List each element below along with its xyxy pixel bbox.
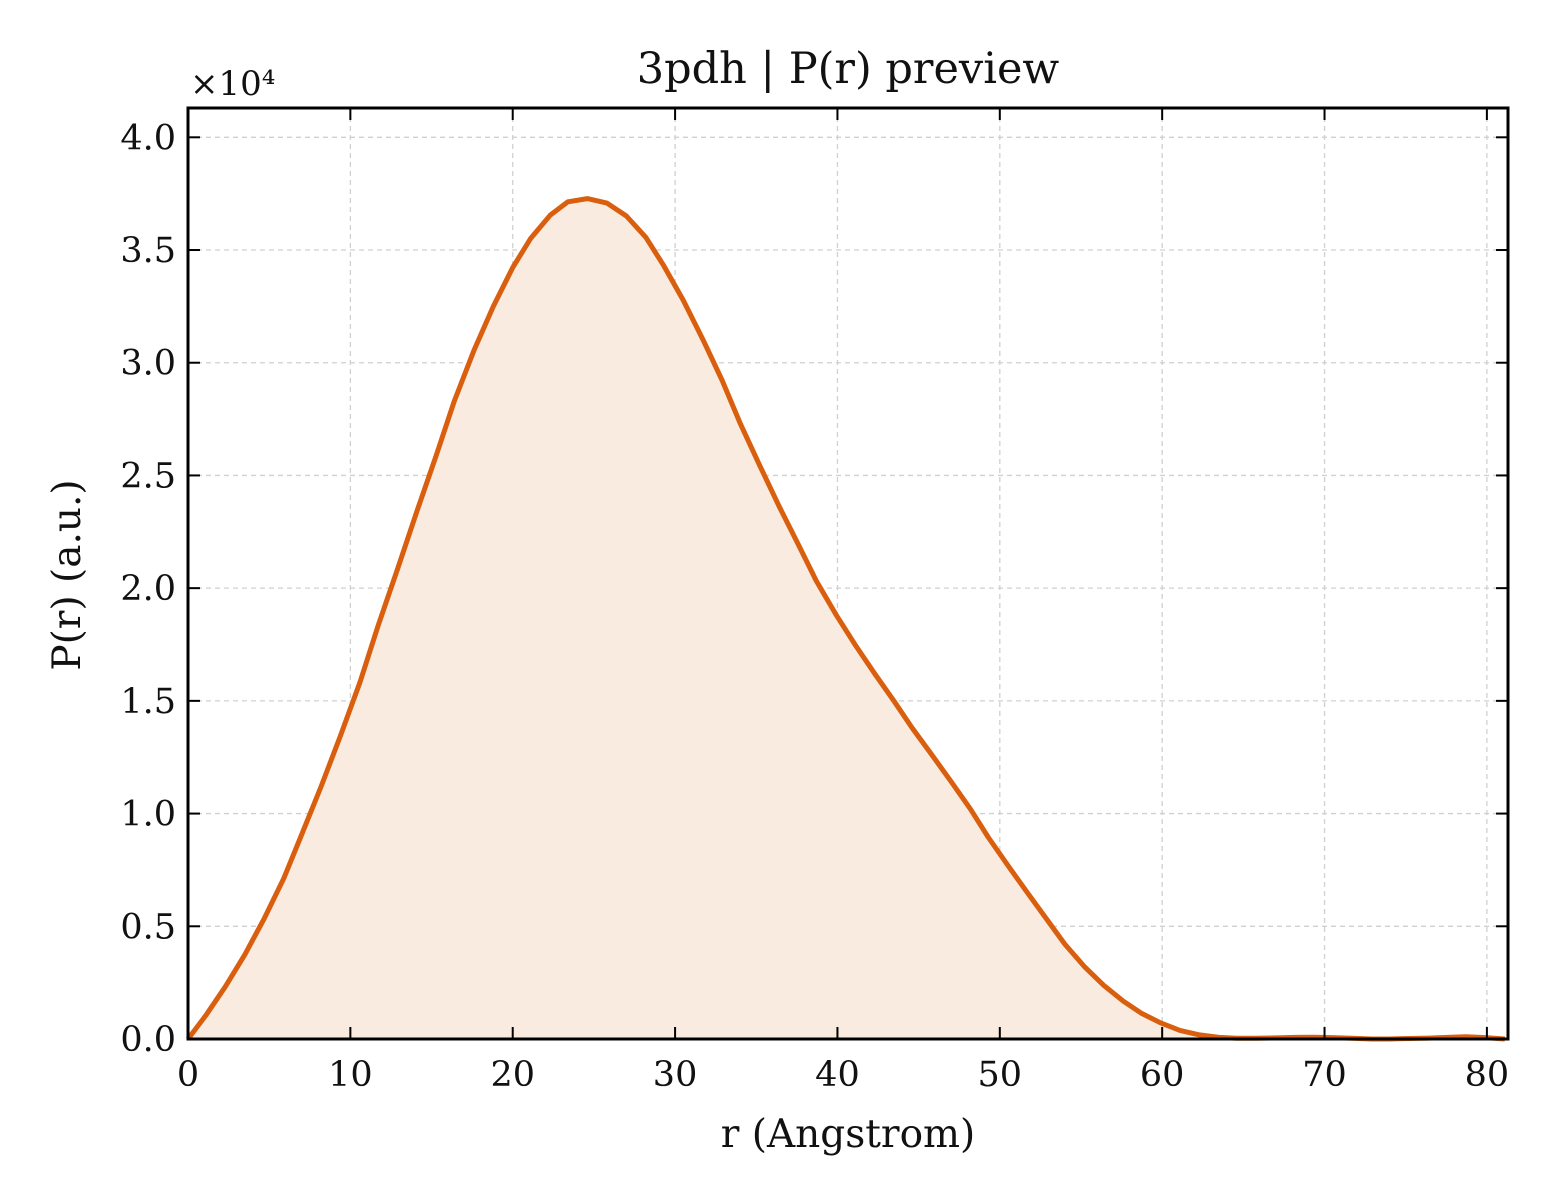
- chart-title: 3pdh | P(r) preview: [637, 44, 1060, 94]
- y-tick-label: 1.5: [120, 682, 176, 722]
- area-fill: [188, 198, 1505, 1040]
- x-tick-label: 40: [815, 1055, 860, 1095]
- y-tick-label: 0.5: [120, 907, 176, 947]
- y-tick-label: 1.0: [120, 795, 176, 835]
- x-tick-label: 0: [177, 1055, 199, 1095]
- x-tick-label: 50: [978, 1055, 1023, 1095]
- x-axis-label: r (Angstrom): [721, 1112, 976, 1157]
- y-axis-multiplier: ×10⁴: [190, 64, 275, 104]
- y-tick-label: 2.0: [120, 569, 176, 609]
- plot-frame: [186, 106, 1510, 1041]
- y-axis-label: P(r) (a.u.): [45, 479, 90, 670]
- y-tick-label: 3.0: [120, 344, 176, 384]
- x-tick-label: 60: [1140, 1055, 1185, 1095]
- y-tick-label: 3.5: [120, 231, 176, 271]
- x-tick-label: 20: [490, 1055, 535, 1095]
- x-tick-label: 30: [653, 1055, 698, 1095]
- y-tick-label: 0.0: [120, 1020, 176, 1060]
- axis-ticks: 0 10 20 30 40 50 60 70 80 0.0 0.5 1.0 1.5 2.0 2.5 3.0 3.…: [120, 108, 1509, 1095]
- x-tick-label: 70: [1302, 1055, 1347, 1095]
- y-tick-label: 2.5: [120, 456, 176, 496]
- y-tick-label: 4.0: [120, 118, 176, 158]
- x-tick-label: 80: [1465, 1055, 1510, 1095]
- x-tick-label: 10: [328, 1055, 373, 1095]
